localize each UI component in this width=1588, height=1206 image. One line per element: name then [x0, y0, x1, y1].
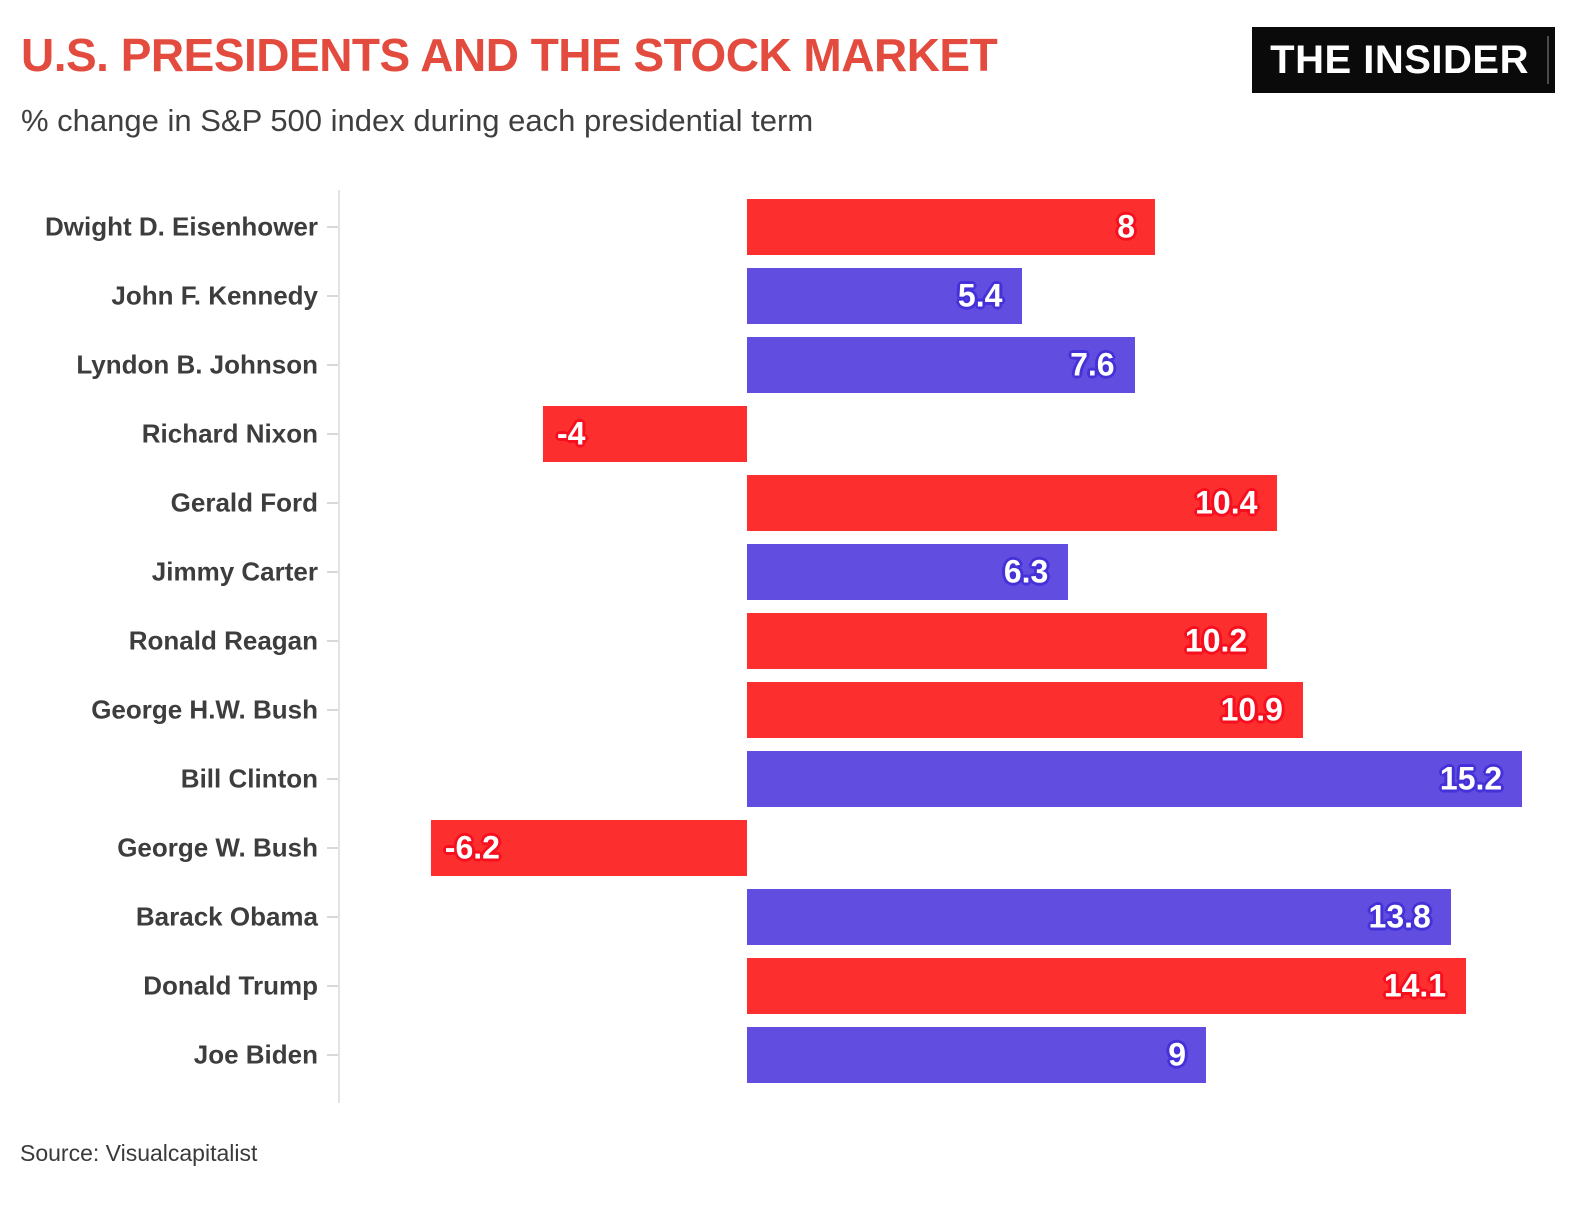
axis-tick [327, 915, 338, 918]
chart-row: Joe Biden 9 [0, 1020, 1588, 1089]
category-label: George W. Bush [117, 832, 318, 862]
bar-value-label: 10.2 [1184, 622, 1248, 658]
bar-chart: Dwight D. Eisenhower 8 John F. Kennedy 5.4 L… [0, 190, 1588, 1103]
bar: 13.8 [747, 888, 1451, 945]
bar-value-label: 8 [1117, 208, 1135, 244]
chart-row: Ronald Reagan 10.2 [0, 606, 1588, 675]
chart-row: George H.W. Bush 10.9 [0, 675, 1588, 744]
bar: -6.2 [430, 819, 747, 876]
page-title: U.S. PRESIDENTS AND THE STOCK MARKET [21, 29, 998, 81]
category-label: Bill Clinton [180, 763, 318, 793]
category-label: John F. Kennedy [111, 280, 318, 310]
category-label: Barack Obama [135, 901, 318, 931]
bar-value-label: 10.4 [1195, 484, 1258, 520]
axis-tick [327, 846, 338, 849]
page-subtitle: % change in S&P 500 index during each pr… [21, 103, 814, 138]
chart-row: Lyndon B. Johnson 7.6 [0, 330, 1588, 399]
chart-rows: Dwight D. Eisenhower 8 John F. Kennedy 5.4 L… [0, 192, 1588, 1089]
bar-value-label: 15.2 [1439, 760, 1503, 796]
brand-logo: THE INSIDER [1252, 27, 1555, 93]
category-label: Joe Biden [193, 1039, 318, 1069]
chart-row: Donald Trump 14.1 [0, 951, 1588, 1020]
category-label: Dwight D. Eisenhower [44, 211, 318, 241]
bar-value-label: 9 [1168, 1036, 1186, 1072]
category-label: Ronald Reagan [128, 625, 318, 655]
axis-tick [327, 777, 338, 780]
bar: -4 [543, 405, 747, 462]
category-label: Richard Nixon [141, 418, 318, 448]
bar-value-label: 7.6 [1070, 346, 1115, 382]
chart-row: Barack Obama 13.8 [0, 882, 1588, 951]
bar-value-label: -6.2 [444, 829, 500, 865]
category-label: Donald Trump [143, 970, 318, 1000]
axis-tick [327, 294, 338, 297]
bar: 10.2 [747, 612, 1268, 669]
bar-value-label: 13.8 [1368, 898, 1431, 934]
chart-row: Richard Nixon -4 [0, 399, 1588, 468]
bar-value-label: 14.1 [1383, 967, 1447, 1003]
axis-tick [327, 432, 338, 435]
chart-row: Dwight D. Eisenhower 8 [0, 192, 1588, 261]
y-axis-line [338, 190, 340, 1103]
bar-value-label: 5.4 [957, 277, 1003, 313]
bar: 5.4 [747, 267, 1023, 324]
chart-row: John F. Kennedy 5.4 [0, 261, 1588, 330]
category-label: Lyndon B. Johnson [76, 349, 318, 379]
axis-tick [327, 570, 338, 573]
axis-tick [327, 708, 338, 711]
category-label: Gerald Ford [170, 487, 318, 517]
axis-tick [327, 363, 338, 366]
bar: 14.1 [747, 957, 1467, 1014]
category-label: Jimmy Carter [151, 556, 318, 586]
bar-value-label: 10.9 [1220, 691, 1283, 727]
brand-logo-text: THE INSIDER [1270, 37, 1529, 82]
bar: 8 [747, 198, 1155, 255]
bar: 10.4 [747, 474, 1278, 531]
bar: 7.6 [747, 336, 1135, 393]
bar: 9 [747, 1026, 1206, 1083]
bar-value-label: 6.3 [1003, 553, 1049, 589]
axis-tick [327, 225, 338, 228]
bar: 15.2 [747, 750, 1523, 807]
source-text: Source: Visualcapitalist [20, 1140, 258, 1166]
chart-row: Jimmy Carter 6.3 [0, 537, 1588, 606]
bar: 10.9 [747, 681, 1303, 738]
bar: 6.3 [747, 543, 1069, 600]
axis-tick [327, 984, 338, 987]
chart-row: Bill Clinton 15.2 [0, 744, 1588, 813]
axis-tick [327, 501, 338, 504]
chart-row: George W. Bush -6.2 [0, 813, 1588, 882]
bar-value-label: -4 [557, 415, 586, 451]
axis-tick [327, 1053, 338, 1056]
category-label: George H.W. Bush [91, 694, 318, 724]
chart-row: Gerald Ford 10.4 [0, 468, 1588, 537]
axis-tick [327, 639, 338, 642]
